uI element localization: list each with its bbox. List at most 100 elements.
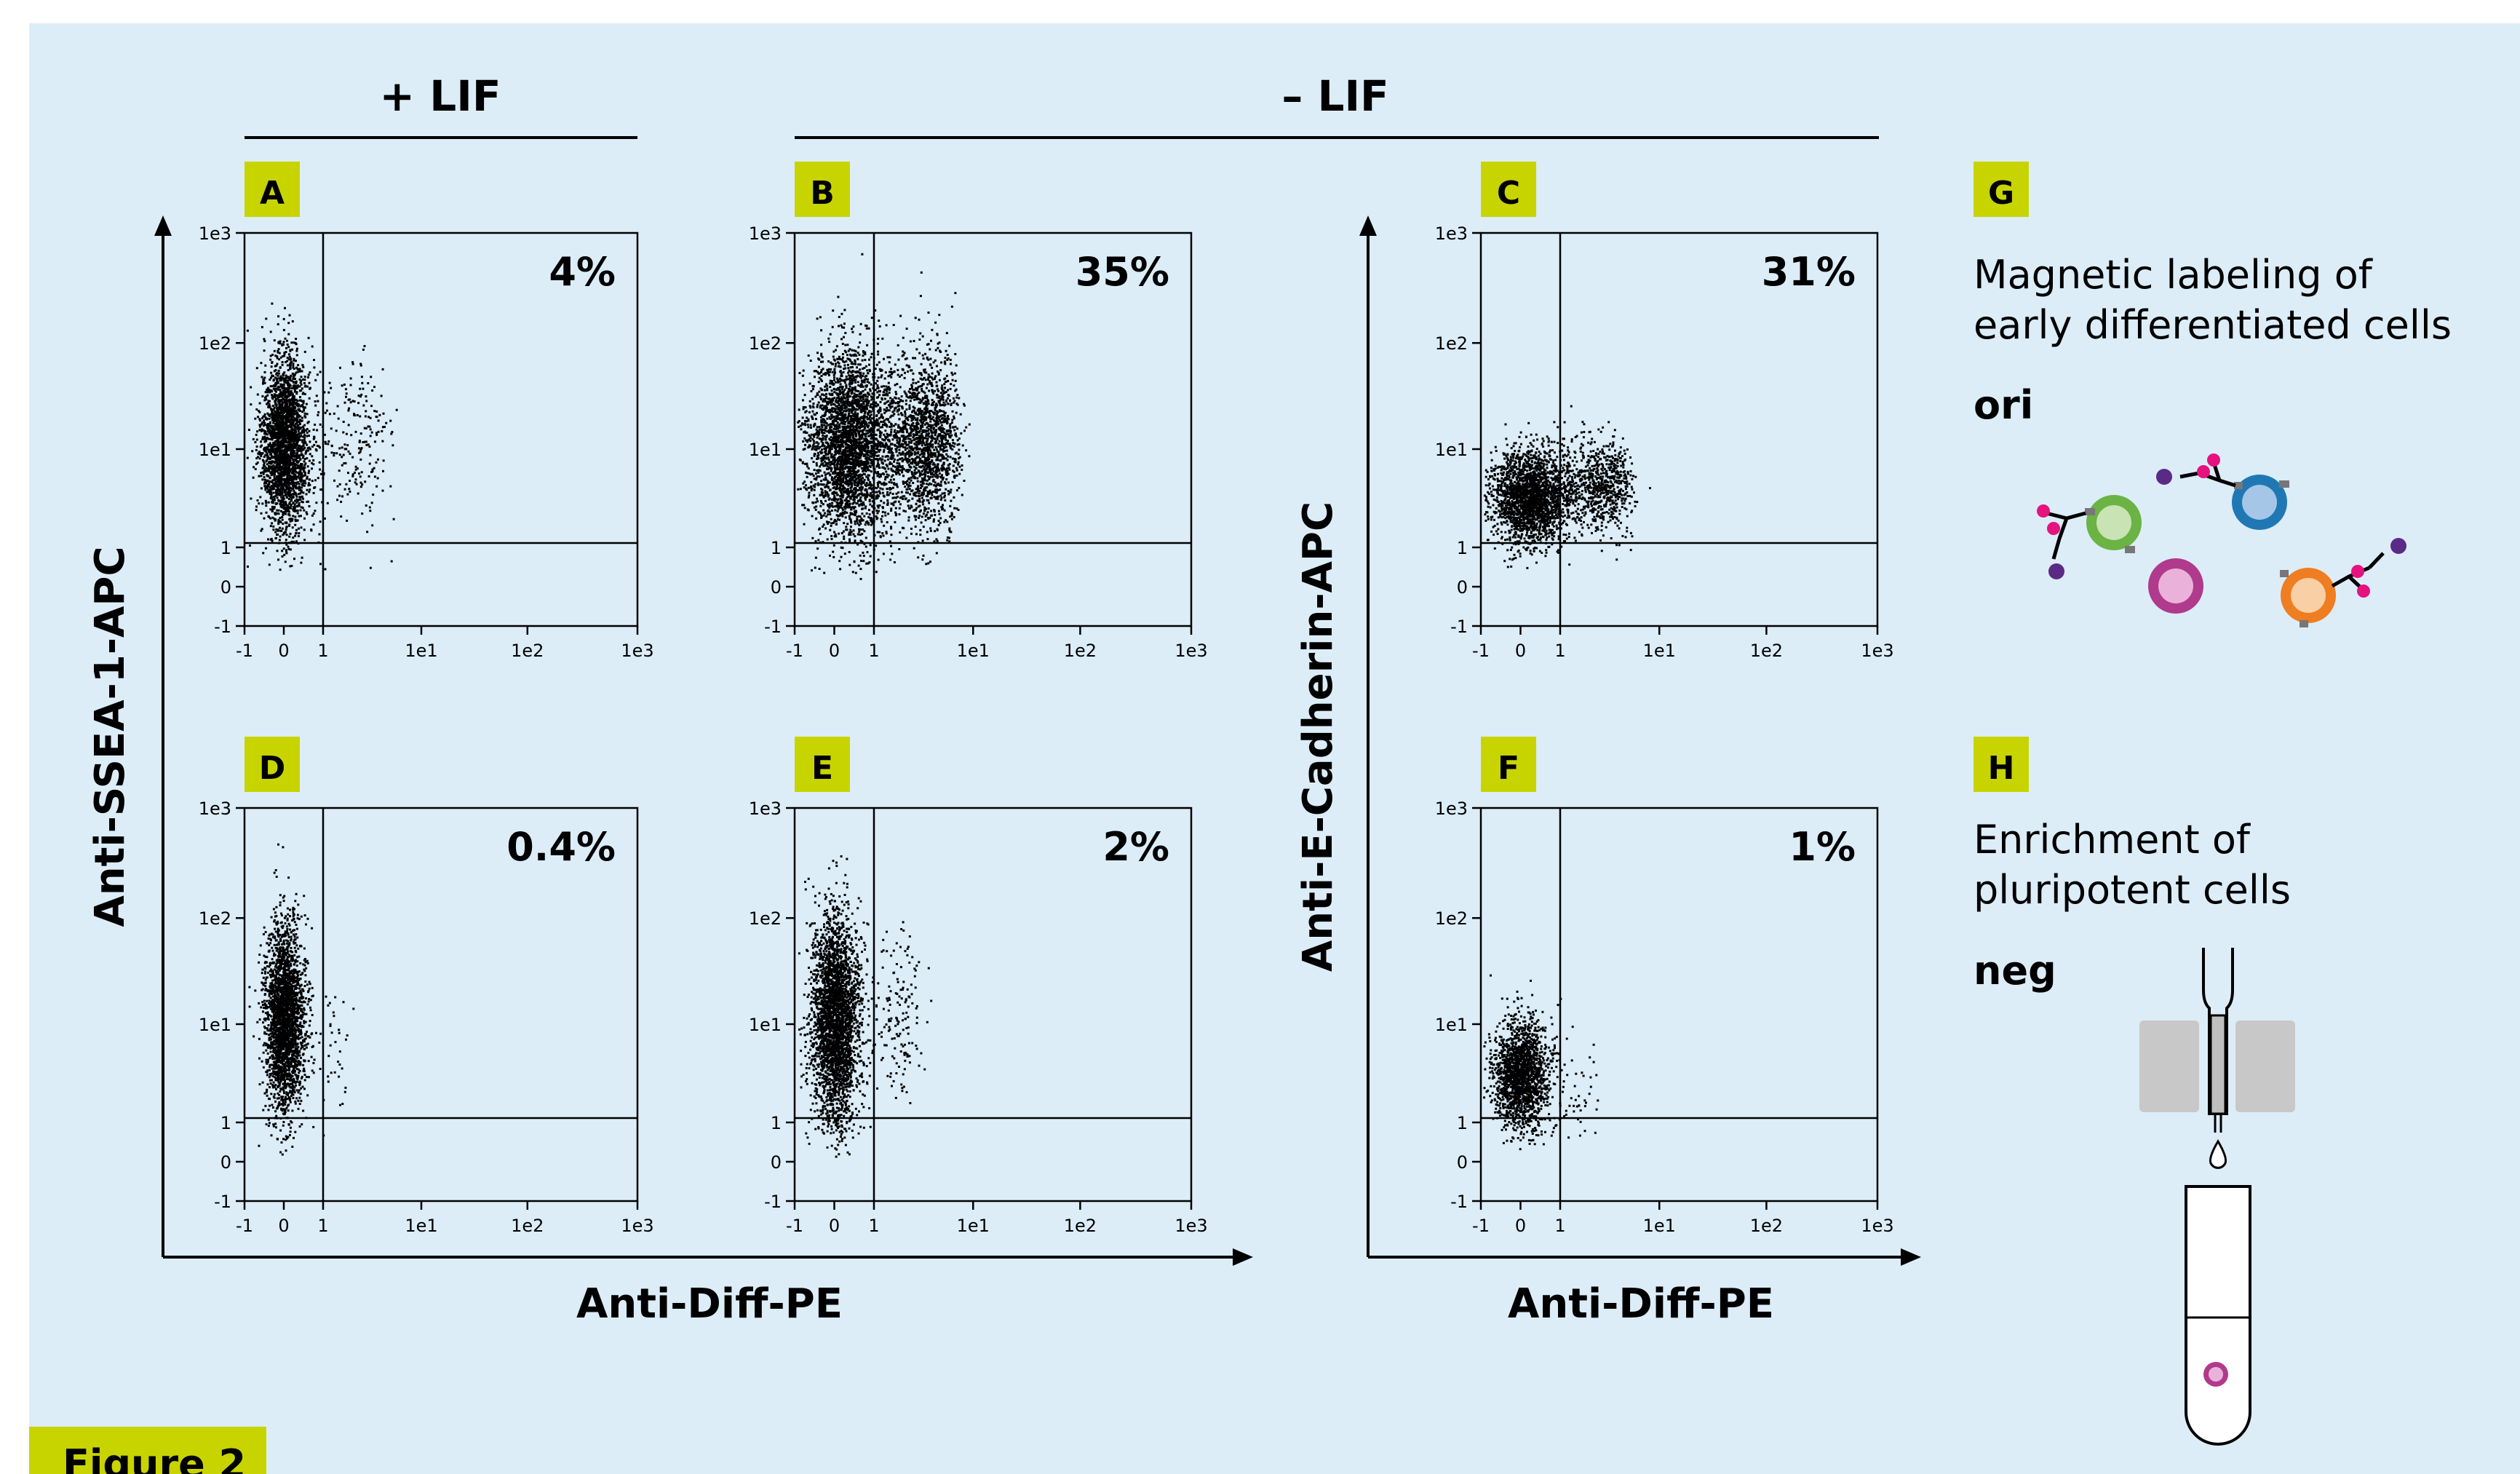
- scatter-point: [296, 371, 299, 373]
- scatter-point: [854, 419, 856, 422]
- scatter-point: [856, 401, 859, 404]
- scatter-point: [283, 354, 286, 357]
- scatter-point: [830, 538, 833, 540]
- scatter-point: [284, 379, 287, 382]
- scatter-point: [285, 417, 288, 420]
- scatter-point: [279, 356, 282, 359]
- y-tick-label: 1e3: [199, 223, 231, 244]
- scatter-point: [853, 507, 856, 510]
- scatter-point: [303, 415, 306, 418]
- scatter-point: [885, 470, 888, 473]
- scatter-point: [274, 354, 277, 357]
- scatter-point: [870, 420, 873, 423]
- scatter-point: [287, 513, 290, 516]
- scatter-point: [263, 371, 266, 373]
- scatter-point: [840, 491, 843, 494]
- scatter-point: [270, 537, 273, 540]
- scatter-point: [303, 381, 306, 384]
- scatter-point: [843, 535, 846, 538]
- scatter-point: [301, 464, 303, 467]
- scatter-point: [859, 456, 862, 459]
- scatter-point: [284, 504, 287, 507]
- scatter-point: [298, 408, 301, 411]
- scatter-point: [291, 445, 294, 448]
- scatter-point: [815, 505, 818, 508]
- scatter-point: [865, 424, 868, 427]
- scatter-point: [877, 454, 880, 457]
- scatter-point: [816, 371, 819, 373]
- scatter-point: [270, 408, 273, 411]
- scatter-point: [280, 432, 283, 435]
- scatter-point: [293, 506, 296, 509]
- scatter-point: [846, 440, 849, 443]
- scatter-point: [840, 374, 843, 377]
- scatter-point: [276, 550, 279, 552]
- scatter-point: [303, 439, 306, 441]
- scatter-point: [857, 461, 860, 464]
- scatter-point: [370, 502, 373, 504]
- scatter-point: [278, 400, 281, 403]
- scatter-point: [301, 392, 304, 395]
- scatter-point: [858, 452, 861, 455]
- scatter-point: [277, 381, 279, 384]
- scatter-point: [295, 478, 298, 480]
- scatter-point: [258, 411, 261, 413]
- scatter-point: [263, 462, 266, 465]
- scatter-point: [290, 496, 293, 499]
- scatter-point: [269, 517, 272, 520]
- scatter-point: [287, 455, 290, 458]
- scatter-point: [852, 464, 855, 467]
- scatter-point: [343, 443, 346, 446]
- scatter-point: [264, 391, 267, 394]
- scatter-point: [266, 483, 269, 486]
- scatter-point: [834, 497, 837, 500]
- scatter-point: [306, 500, 309, 503]
- scatter-point: [279, 431, 282, 434]
- scatter-point: [279, 526, 282, 529]
- scatter-point: [844, 457, 847, 460]
- scatter-point: [293, 503, 296, 506]
- scatter-point: [294, 520, 297, 523]
- scatter-point: [802, 399, 804, 402]
- scatter-point: [272, 491, 275, 494]
- scatter-point: [272, 496, 275, 499]
- scatter-point: [841, 502, 844, 504]
- scatter-point: [296, 456, 298, 459]
- scatter-point: [838, 316, 840, 318]
- scatter-point: [299, 448, 302, 451]
- scatter-point: [301, 400, 303, 403]
- scatter-point: [290, 409, 293, 412]
- scatter-point: [841, 453, 844, 456]
- scatter-point: [280, 467, 282, 469]
- scatter-point: [371, 468, 374, 471]
- scatter-point: [815, 461, 818, 464]
- scatter-point: [276, 445, 279, 448]
- scatter-point: [834, 359, 836, 362]
- scatter-point: [797, 421, 800, 424]
- scatter-point: [314, 440, 317, 443]
- scatter-point: [275, 491, 277, 494]
- scatter-point: [832, 555, 835, 558]
- scatter-point: [864, 523, 867, 526]
- scatter-point: [301, 501, 304, 504]
- scatter-point: [271, 412, 274, 415]
- scatter-point: [300, 489, 303, 492]
- scatter-point: [271, 486, 274, 489]
- scatter-point: [839, 480, 842, 483]
- scatter-point: [894, 390, 897, 393]
- scatter-point: [295, 440, 298, 443]
- scatter-point: [835, 419, 838, 422]
- scatter-point: [298, 410, 301, 412]
- scatter-point: [806, 439, 809, 442]
- scatter-point: [805, 439, 808, 442]
- scatter-point: [851, 571, 854, 574]
- scatter-point: [279, 517, 282, 520]
- scatter-point: [273, 349, 276, 352]
- scatter-point: [295, 486, 298, 489]
- scatter-point: [889, 374, 891, 377]
- scatter-point: [820, 491, 823, 494]
- scatter-point: [293, 445, 295, 448]
- scatter-point: [863, 542, 866, 545]
- scatter-point: [312, 523, 315, 526]
- scatter-point: [818, 390, 821, 393]
